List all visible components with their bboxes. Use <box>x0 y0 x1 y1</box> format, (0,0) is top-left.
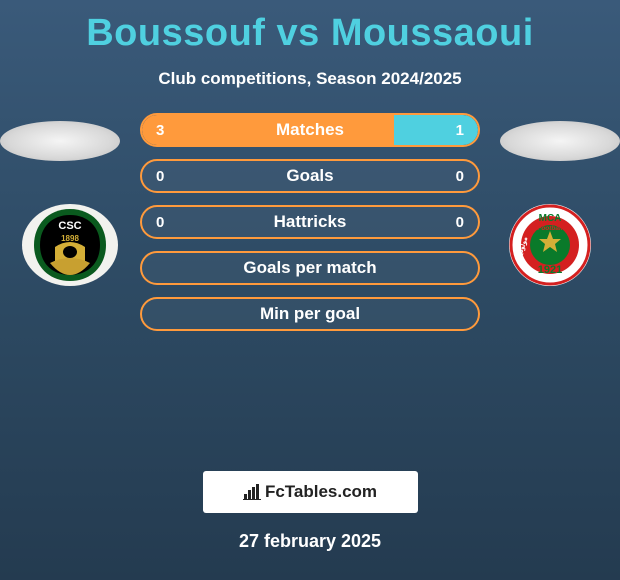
svg-text:1898: 1898 <box>61 234 79 243</box>
brand-label: FcTables.com <box>265 482 377 502</box>
svg-text:Football: Football <box>537 225 562 232</box>
player-photo-right <box>500 121 620 161</box>
date-line: 27 february 2025 <box>0 531 620 552</box>
stat-value-right: 0 <box>456 168 464 185</box>
brand-badge[interactable]: FcTables.com <box>203 471 418 513</box>
stat-value-right: 1 <box>456 122 464 139</box>
stat-bar: 3Matches1 <box>140 113 480 147</box>
csc-logo-icon: CSC 1898 <box>20 203 120 288</box>
svg-text:1921: 1921 <box>538 264 562 276</box>
mca-logo-icon: MCA Football 1921 مولودية <box>500 203 600 288</box>
stat-bar: 0Goals0 <box>140 159 480 193</box>
svg-text:CSC: CSC <box>58 220 81 232</box>
stat-label: Min per goal <box>142 304 478 324</box>
stat-bar: 0Hattricks0 <box>140 205 480 239</box>
stat-value-right: 0 <box>456 214 464 231</box>
bar-chart-icon <box>243 484 261 500</box>
subtitle: Club competitions, Season 2024/2025 <box>0 69 620 89</box>
club-logo-right: MCA Football 1921 مولودية <box>500 203 600 288</box>
stat-bar: Goals per match <box>140 251 480 285</box>
svg-text:MCA: MCA <box>539 213 562 224</box>
stat-label: Goals <box>142 166 478 186</box>
stat-label: Hattricks <box>142 212 478 232</box>
stat-label: Goals per match <box>142 258 478 278</box>
stat-bar: Min per goal <box>140 297 480 331</box>
club-logo-left: CSC 1898 <box>20 203 120 288</box>
stats-column: 3Matches10Goals00Hattricks0Goals per mat… <box>140 113 480 331</box>
stat-label: Matches <box>142 120 478 140</box>
player-photo-left <box>0 121 120 161</box>
page-title: Boussouf vs Moussaoui <box>0 0 620 55</box>
content-area: CSC 1898 MCA Football 1921 مولودية 3Matc… <box>0 113 620 453</box>
